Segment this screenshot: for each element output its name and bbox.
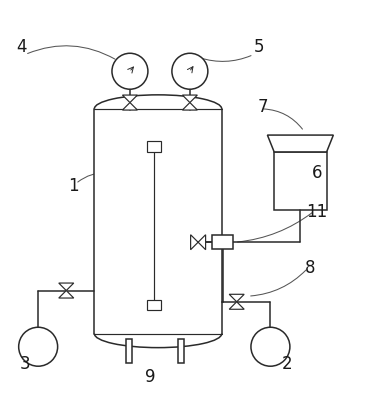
- Polygon shape: [182, 95, 197, 102]
- Bar: [212, 235, 233, 249]
- Bar: [178, 339, 184, 363]
- Text: 4: 4: [16, 38, 27, 56]
- Polygon shape: [59, 283, 74, 291]
- Polygon shape: [191, 235, 198, 250]
- Circle shape: [19, 327, 58, 366]
- Text: 3: 3: [20, 354, 30, 373]
- Text: 2: 2: [282, 354, 293, 373]
- Polygon shape: [229, 294, 244, 302]
- Bar: [147, 300, 161, 310]
- Text: 1: 1: [68, 177, 79, 194]
- Polygon shape: [59, 291, 74, 298]
- Bar: [147, 142, 161, 152]
- Polygon shape: [198, 235, 206, 250]
- Circle shape: [112, 53, 148, 89]
- Polygon shape: [182, 102, 197, 110]
- Polygon shape: [123, 102, 137, 110]
- Text: 7: 7: [258, 98, 268, 116]
- Polygon shape: [123, 95, 137, 102]
- Bar: [126, 339, 132, 363]
- Text: 5: 5: [254, 38, 264, 56]
- Text: 8: 8: [305, 259, 315, 277]
- Bar: [274, 152, 327, 210]
- Polygon shape: [229, 302, 244, 309]
- Circle shape: [251, 327, 290, 366]
- Polygon shape: [267, 135, 334, 152]
- Text: 9: 9: [145, 368, 156, 386]
- Circle shape: [172, 53, 208, 89]
- Text: 6: 6: [312, 163, 323, 181]
- Bar: [94, 109, 222, 333]
- Text: 11: 11: [306, 203, 328, 221]
